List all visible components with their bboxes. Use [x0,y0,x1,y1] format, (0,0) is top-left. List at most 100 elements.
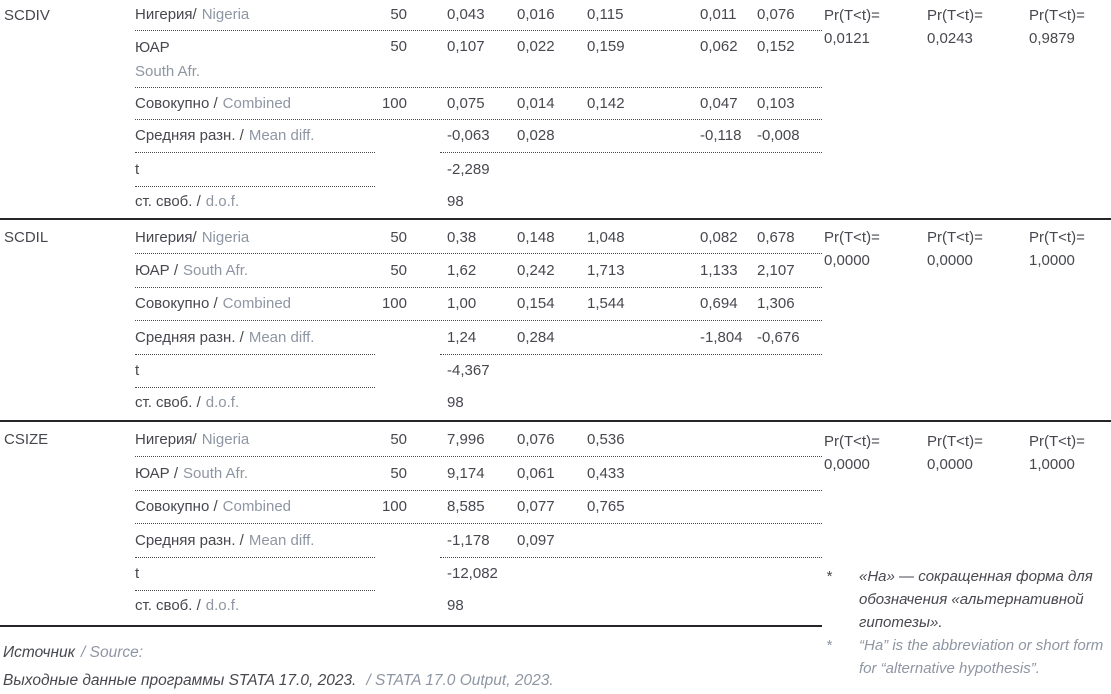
cell-mean: 1,00 [447,295,477,312]
cell-obs: 100 [381,498,407,515]
cell-ci-high [750,524,822,557]
cell-mean: -1,178 [447,532,490,549]
cell-ci-low: 1,133 [700,262,738,279]
cell-t-value: -4,367 [447,362,490,379]
group-label-ru: Совокупно / [135,95,218,112]
group-label-ru: ст. своб. / [135,193,201,210]
table-row: Нигерия/Nigeria 50 0,38 0,148 1,048 0,08… [135,222,822,254]
pr-label: Pr(T<t)= [824,7,880,24]
group-label: t [135,355,375,388]
cell-ci-low: -1,804 [700,329,743,346]
footnote-en: * “Ha” is the abbreviation or short form… [822,634,1111,680]
cell-std-dev: 0,159 [587,38,625,55]
group-label-ru: t [135,565,140,582]
cell-mean: 0,38 [447,229,477,246]
pr-value: 0,0121 [824,30,870,47]
pr-value: 0,0000 [927,252,973,269]
cell-ci-high [750,424,822,456]
table-row-mean-diff: Средняя разн. / Mean diff. -1,178 0,097 [135,524,822,558]
cell-dof-value: 98 [447,193,464,210]
table-row-t: t -2,289 [135,153,822,187]
cell-mean: 9,174 [447,465,485,482]
cell-std-dev: 1,544 [587,295,625,312]
cell-std-err: 0,097 [517,532,555,549]
cell-std-err: 0,284 [517,329,555,346]
group-label-ru: Нигерия/ [135,229,197,246]
cell-std-err: 0,061 [517,465,555,482]
cell-obs: 50 [390,431,407,448]
source-note: Источник / Source: Выходные данные програ… [3,639,554,694]
group-label: ЮАР / South Afr. [135,457,375,490]
pr-value: 0,0000 [824,252,870,269]
group-label: Совокупно / Combined [135,491,375,523]
mean-diff-values: -1,178 0,097 [440,524,822,558]
cell-mean: 8,585 [447,498,485,515]
cell-std-dev [580,524,693,557]
group-label-en: Combined [222,295,292,312]
cell-std-dev: 0,115 [587,6,624,23]
source-title-en: / Source: [81,644,144,661]
cell-ci-high [750,457,822,490]
group-label-ru: Средняя разн. / [135,532,244,549]
table-section-scdil: SCDIL Нигерия/Nigeria 50 0,38 0,148 1,04… [0,222,1111,422]
group-label-en: Combined [222,95,292,112]
cell-ci-high: 2,107 [757,262,795,279]
variable-name: SCDIL [4,229,49,246]
pr-label: Pr(T<t)= [1029,433,1085,450]
cell-ci-high [750,491,822,523]
cell-std-err: 0,016 [517,6,555,23]
table-row: ЮАР South Afr. 50 0,107 0,022 0,159 0,062… [135,31,822,88]
cell-ci-high: 1,306 [757,295,795,312]
pr-value: 0,0243 [927,30,973,47]
mean-diff-values: 1,24 0,284 -1,804 -0,676 [440,321,822,355]
pr-block-2: Pr(T<t)= 0,0000 [927,226,1035,272]
cell-std-dev [580,321,693,354]
pr-label: Pr(T<t)= [927,433,983,450]
group-label-en: Mean diff. [248,532,315,549]
footnote-text-ru: «На» — сокращенная форма для обозначения… [859,568,1093,631]
table-section-csize: CSIZE Нигерия/Nigeria 50 7,996 0,076 0,5… [0,424,1111,627]
group-label: Средняя разн. / Mean diff. [135,524,375,558]
pr-label: Pr(T<t)= [1029,229,1085,246]
group-label-ru: Нигерия/ [135,431,197,448]
table-row-dof: ст. своб. / d.o.f. 98 [135,388,822,418]
source-body-line: Выходные данные программы STATA 17.0, 20… [3,667,554,694]
group-label-en: Mean diff. [248,127,315,144]
asterisk-marker: * [826,637,832,654]
cell-obs: 100 [381,295,407,312]
cell-obs [375,591,440,625]
group-label: Нигерия/Nigeria [135,0,375,30]
table-row: Совокупно / Combined 100 0,075 0,014 0,14… [135,88,822,120]
footnote-ru: * «На» — сокращенная форма для обозначен… [822,565,1111,634]
group-label-ru: t [135,161,140,178]
table-row-t: t -12,082 [135,558,822,591]
group-label: Средняя разн. / Mean diff. [135,321,375,355]
cell-obs: 50 [390,262,407,279]
cell-ci-low: -0,118 [700,127,742,144]
pr-label: Pr(T<t)= [824,229,880,246]
table-row: Совокупно / Combined 100 8,585 0,077 0,76… [135,491,822,524]
group-label: Нигерия/Nigeria [135,222,375,253]
footnotes-block: * «На» — сокращенная форма для обозначен… [822,565,1111,680]
group-label: ЮАР South Afr. [135,31,375,87]
cell-mean: 1,24 [447,329,477,346]
cell-std-dev: 1,048 [587,229,625,246]
group-label-ru: ст. своб. / [135,597,201,614]
table-row: ЮАР / South Afr. 50 1,62 0,242 1,713 1,13… [135,254,822,288]
cell-std-dev: 0,142 [587,95,625,112]
cell-ci-low: 0,062 [700,38,738,55]
table-row-mean-diff: Средняя разн. / Mean diff. -0,063 0,028 -… [135,120,822,153]
table-row: Нигерия/Nigeria 50 7,996 0,076 0,536 [135,424,822,457]
source-body-ru: Выходные данные программы STATA 17.0, 20… [3,672,357,689]
cell-std-dev: 1,713 [587,262,625,279]
group-label-en: Combined [222,498,292,515]
cell-dof-value: 98 [447,597,464,614]
cell-std-dev: 0,765 [587,498,625,515]
table-row-mean-diff: Средняя разн. / Mean diff. 1,24 0,284 -1,… [135,321,822,355]
cell-obs: 50 [390,229,407,246]
group-label-en: d.o.f. [205,597,240,614]
table-row: Нигерия/Nigeria 50 0,043 0,016 0,115 0,0… [135,0,822,31]
cell-ci-low [693,424,750,456]
group-label-ru: Совокупно / [135,295,218,312]
cell-obs: 50 [390,38,407,55]
